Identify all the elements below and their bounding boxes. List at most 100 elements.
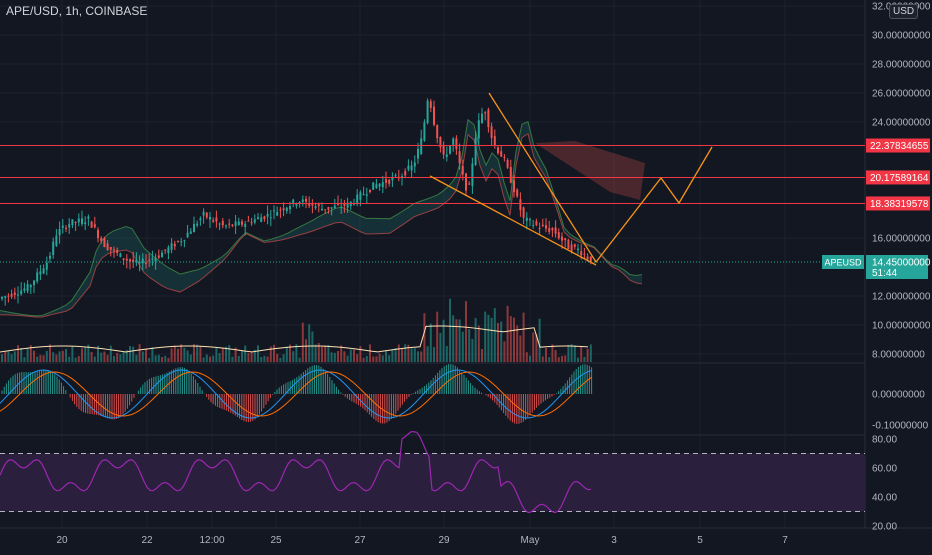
volume-bar: [308, 324, 311, 362]
volume-bar: [71, 346, 74, 362]
price-axis-label: 16.00000000: [872, 234, 931, 245]
volume-bar: [241, 350, 243, 362]
candle-body: [241, 221, 243, 225]
candle-body: [452, 138, 455, 145]
volume-bar: [500, 321, 503, 362]
macd-axis-label: 0.00000000: [872, 390, 925, 401]
candle-body: [218, 223, 221, 225]
currency-badge[interactable]: USD: [889, 4, 919, 19]
volume-bar: [180, 344, 183, 362]
level-badge: [866, 196, 930, 211]
candle-body: [209, 217, 211, 220]
candle-body: [388, 179, 391, 184]
candle-body: [100, 238, 103, 242]
candle-body: [426, 100, 429, 124]
candle-body: [58, 229, 61, 236]
time-axis-label: 25: [270, 535, 282, 546]
volume-bar: [346, 355, 349, 362]
volume-bar: [461, 331, 464, 362]
candle-body: [285, 207, 288, 211]
trendline-drawings[interactable]: [429, 92, 713, 266]
candle-body: [529, 219, 531, 221]
time-axis[interactable]: 20 22 12:00 25 27 29 May 3 5 7: [56, 535, 788, 546]
volume-bar: [250, 352, 253, 362]
candle-body: [68, 224, 71, 228]
candle-body: [183, 240, 186, 242]
price-axis-label: 30.00000000: [872, 31, 931, 42]
volume-bar: [362, 357, 365, 362]
volume-bar: [145, 348, 147, 362]
volume-bar: [343, 351, 346, 362]
candle-body: [567, 239, 570, 250]
candle-body: [436, 125, 439, 139]
candle-body: [244, 223, 247, 227]
volume-bar: [119, 354, 122, 362]
volume-bar: [468, 329, 471, 362]
candle-body: [532, 225, 535, 227]
candle-body: [442, 144, 445, 155]
candle-body: [228, 223, 231, 225]
volume-bar: [509, 316, 512, 362]
macd-axis: 0.00000000 -0.10000000: [872, 390, 929, 432]
time-axis-label: 12:00: [199, 535, 224, 546]
volume-bar: [55, 354, 58, 362]
current-price-badge: APEUSD 14.45000000 51:44: [0, 255, 931, 279]
symbol-badge-label: APEUSD: [824, 258, 862, 268]
candle-body: [129, 259, 131, 262]
ichimoku-future-cloud: [535, 141, 645, 200]
volume-bar: [170, 348, 173, 362]
candle-body: [266, 213, 269, 217]
candle-body: [497, 147, 499, 154]
rsi-axis-label: 80.00: [872, 435, 897, 446]
volume-bar: [141, 351, 144, 362]
symbol-title[interactable]: APE/USD, 1h, COINBASE: [6, 4, 148, 18]
volume-histogram: [0, 298, 592, 362]
volume-bar: [439, 332, 442, 362]
candle-body: [231, 224, 234, 226]
candle-body: [263, 216, 266, 220]
candle-body: [551, 228, 554, 231]
candle-body: [477, 120, 480, 139]
volume-bar: [493, 308, 496, 362]
volume-bar: [154, 355, 157, 362]
candle-body: [151, 258, 154, 260]
volume-bar: [404, 344, 407, 362]
candle-body: [36, 272, 39, 282]
candle-body: [589, 256, 592, 263]
candle-body: [522, 207, 525, 218]
candle-body: [90, 221, 93, 228]
volume-bar: [407, 344, 410, 362]
volume-bar: [429, 323, 432, 362]
volume-bar: [433, 347, 435, 362]
volume-bar: [266, 356, 269, 362]
volume-bar: [391, 349, 394, 362]
candle-body: [423, 122, 426, 141]
volume-bar: [583, 356, 586, 362]
volume-bar: [58, 351, 61, 362]
candle-body: [138, 262, 141, 264]
candle-body: [7, 295, 10, 297]
price-candles[interactable]: [1, 98, 592, 306]
volume-bar: [4, 351, 7, 362]
candle-body: [535, 221, 538, 225]
candle-body: [407, 165, 410, 170]
volume-bar: [372, 356, 375, 362]
volume-bar: [445, 346, 448, 362]
candle-body: [564, 238, 567, 241]
candle-body: [404, 171, 407, 176]
volume-bar: [426, 346, 429, 362]
volume-bar: [541, 356, 544, 362]
candle-body: [429, 101, 432, 108]
candle-body: [570, 244, 573, 252]
candle-body: [519, 199, 522, 211]
candle-body: [20, 290, 23, 295]
level-badge-label: 18.38319578: [870, 199, 929, 210]
candle-body: [45, 262, 48, 270]
candle-body: [561, 236, 563, 241]
volume-bar: [237, 355, 240, 362]
candle-body: [410, 165, 413, 171]
volume-bar: [474, 317, 477, 362]
volume-bar: [545, 347, 547, 362]
